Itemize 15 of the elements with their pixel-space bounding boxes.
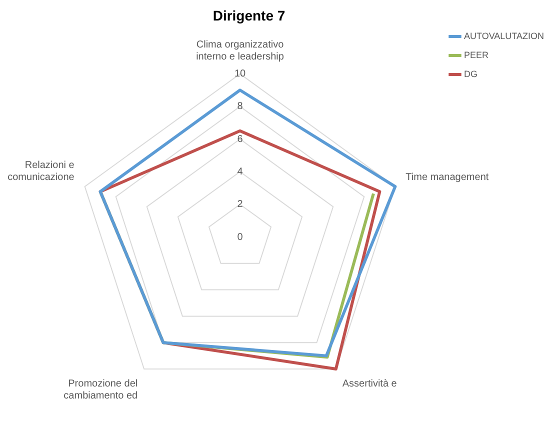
legend-label: PEER (464, 50, 489, 60)
legend-label: DG (464, 68, 478, 79)
legend-label: AUTOVALUTAZION (464, 30, 544, 41)
spoke-label: Assertività e (342, 378, 398, 390)
y-tick-label: 4 (237, 166, 244, 178)
spoke-label: Clima organizzativo interno e leadership (196, 40, 284, 63)
y-tick-label: 10 (234, 68, 246, 80)
y-tick-label: 2 (237, 199, 244, 210)
y-tick-label: 6 (237, 134, 244, 145)
spoke-label: Relazioni e comunicazione (8, 160, 75, 183)
y-tick-label: 8 (237, 101, 244, 112)
spoke-label: Time management (406, 172, 489, 183)
y-tick-label: 0 (237, 232, 244, 243)
chart-title: Dirigente 7 (212, 7, 286, 24)
spoke-label: Promozione del cambiamento ed (64, 378, 138, 402)
